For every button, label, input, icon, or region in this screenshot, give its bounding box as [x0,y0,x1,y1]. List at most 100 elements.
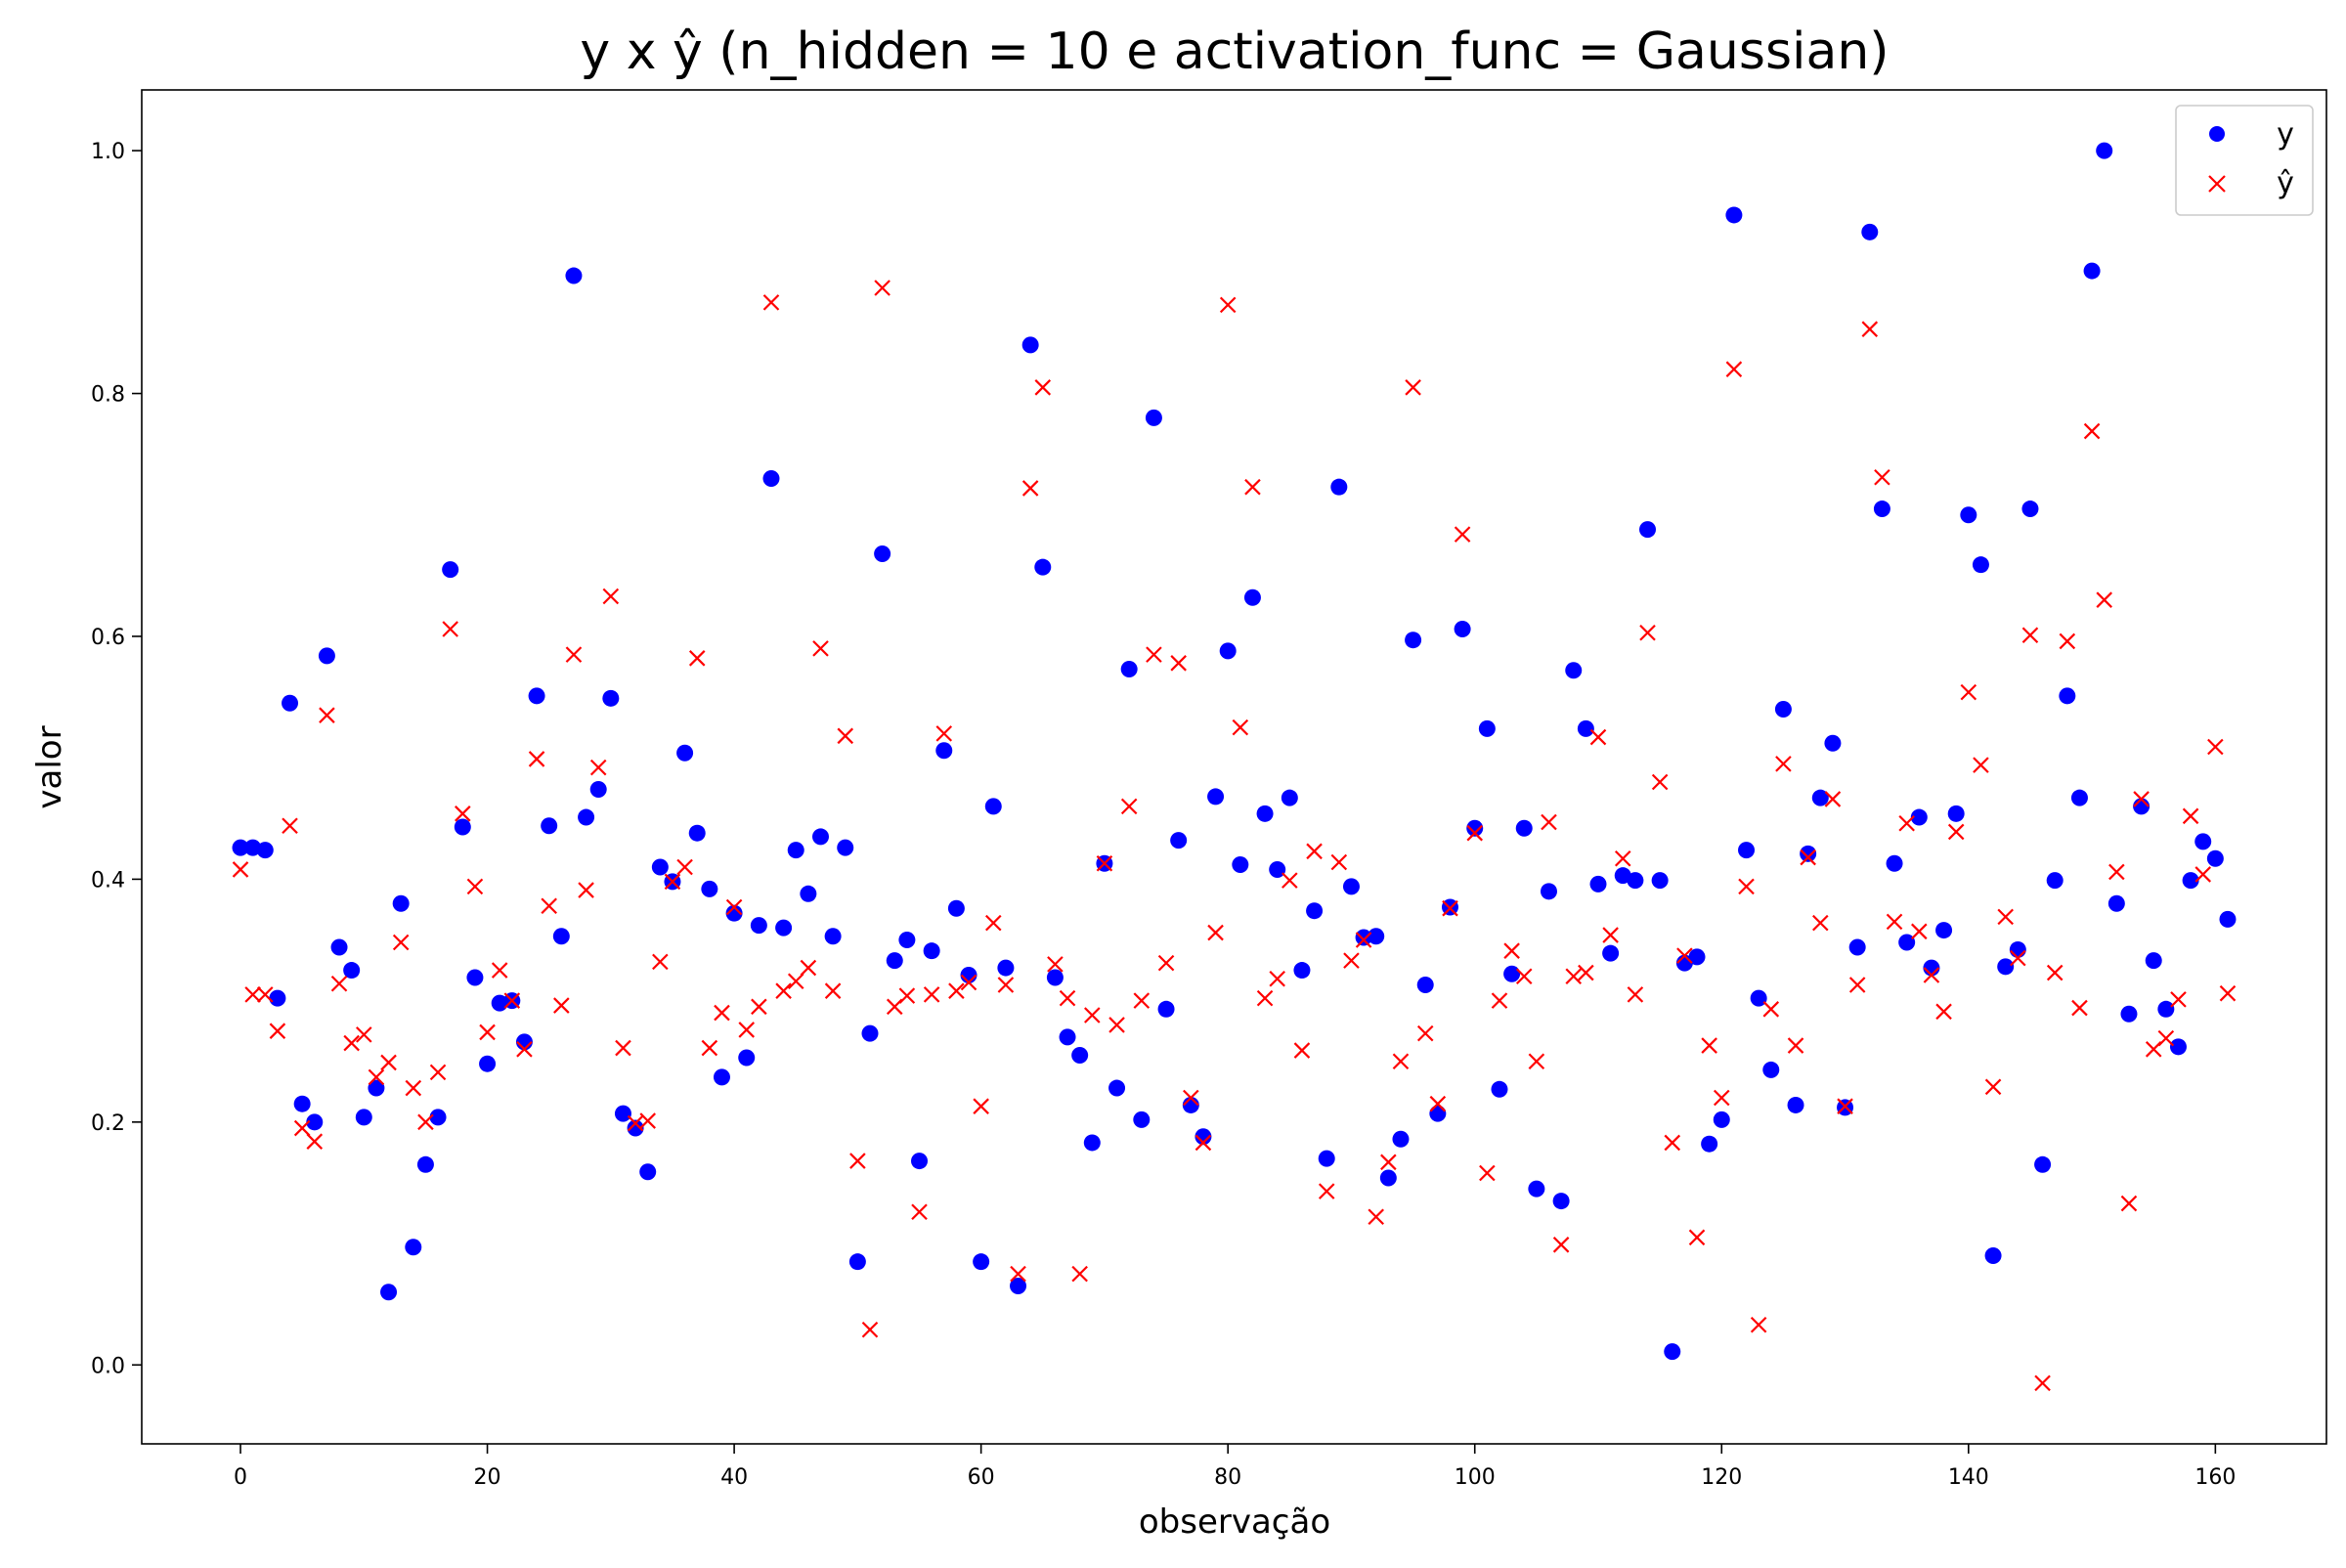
data-point-yhat [1503,942,1520,959]
data-point-yhat [244,986,261,1003]
data-point-yhat [1787,1037,1804,1054]
data-point-yhat [1614,850,1631,867]
data-point-y [1602,944,1620,962]
data-point-yhat [319,707,335,723]
data-point-y [306,1113,324,1131]
data-point-y [565,267,583,284]
data-point-yhat [1269,970,1285,987]
data-point-y [1281,789,1298,806]
data-point-y [2059,687,2076,705]
data-point-yhat [1973,757,1989,773]
data-point-yhat [1874,468,1890,486]
data-point-yhat [1565,968,1583,985]
data-point-yhat [1775,756,1792,772]
data-point-y [911,1153,929,1170]
data-point-y [2120,1005,2138,1023]
data-point-yhat [1824,791,1842,807]
data-point-y [738,1049,756,1067]
data-point-yhat [2207,738,2224,756]
data-point-y [1577,719,1594,737]
data-point-yhat [343,1034,360,1052]
data-point-y [528,687,545,705]
data-point-y [256,842,274,859]
data-point-yhat [282,817,298,835]
data-point-yhat [751,998,767,1016]
data-point-yhat [1589,728,1607,746]
data-point-yhat [2157,1029,2175,1047]
data-point-y [1861,223,1879,240]
data-point-y [1910,808,1928,826]
x-tick-label: 40 [720,1465,748,1490]
y-tick-label: 0.8 [91,383,125,408]
data-point-yhat [553,997,570,1014]
data-point-yhat [1157,954,1175,972]
data-point-yhat [676,858,693,876]
data-point-yhat [368,1068,385,1086]
data-point-y [244,839,262,856]
data-point-yhat [1911,923,1928,940]
data-point-y [1528,1180,1545,1198]
data-point-yhat [442,621,458,637]
data-point-y [837,839,854,856]
data-point-y [1219,642,1237,660]
data-point-y [330,938,348,956]
data-point-y [1886,854,1903,872]
data-point-yhat [1898,814,1915,832]
data-point-yhat [1762,1001,1780,1018]
data-point-yhat [1047,956,1064,973]
data-point-y [1405,632,1422,649]
data-point-yhat [466,878,484,895]
data-point-y [688,824,706,842]
y-tick-label: 0.2 [91,1111,125,1136]
data-point-y [1738,842,1756,859]
data-point-y [602,689,620,707]
data-point-y [1503,965,1521,982]
data-point-y [1589,875,1607,893]
data-point-yhat [775,982,792,999]
data-point-y [1725,206,1743,224]
data-point-y [800,885,817,902]
data-point-y [947,899,965,917]
data-point-y [2194,833,2212,850]
data-point-y [923,942,940,960]
data-point-yhat [1146,646,1162,663]
data-point-yhat [1355,932,1372,948]
data-point-yhat [812,640,829,657]
data-point-y [1848,938,1866,956]
data-point-yhat [1293,1042,1311,1059]
data-point-y [1256,805,1274,822]
data-point-yhat [701,1039,718,1057]
data-point-y [1787,1096,1804,1113]
data-point-yhat [824,982,842,999]
data-point-yhat [491,962,508,979]
data-point-y [1454,621,1471,638]
data-point-y [750,917,767,935]
data-point-y [282,694,299,712]
data-point-yhat [306,1133,324,1150]
data-point-y [1108,1079,1126,1097]
data-point-y [886,952,903,970]
data-point-y [1627,872,1644,890]
data-point-y [1997,958,2015,976]
data-point-yhat [1552,1237,1570,1253]
data-point-yhat [1812,914,1829,932]
legend-marker-y [2209,126,2225,142]
data-point-y [1355,929,1372,946]
data-point-yhat [2034,1374,2051,1392]
data-point-yhat [1701,1037,1717,1054]
data-point-yhat [714,1004,730,1022]
data-point-y [1071,1047,1089,1065]
data-point-yhat [1454,526,1471,543]
data-point-y [232,839,249,856]
data-point-yhat [787,973,804,990]
data-point-y [861,1024,879,1042]
data-point-y [2206,849,2224,867]
data-point-yhat [1984,1078,2002,1096]
data-point-yhat [1318,1183,1335,1199]
data-point-y [1984,1246,2002,1264]
legend-label-y: y [2277,117,2294,152]
data-point-y [1207,788,1225,806]
data-point-y [1824,734,1842,752]
data-point-yhat [1183,1089,1199,1107]
